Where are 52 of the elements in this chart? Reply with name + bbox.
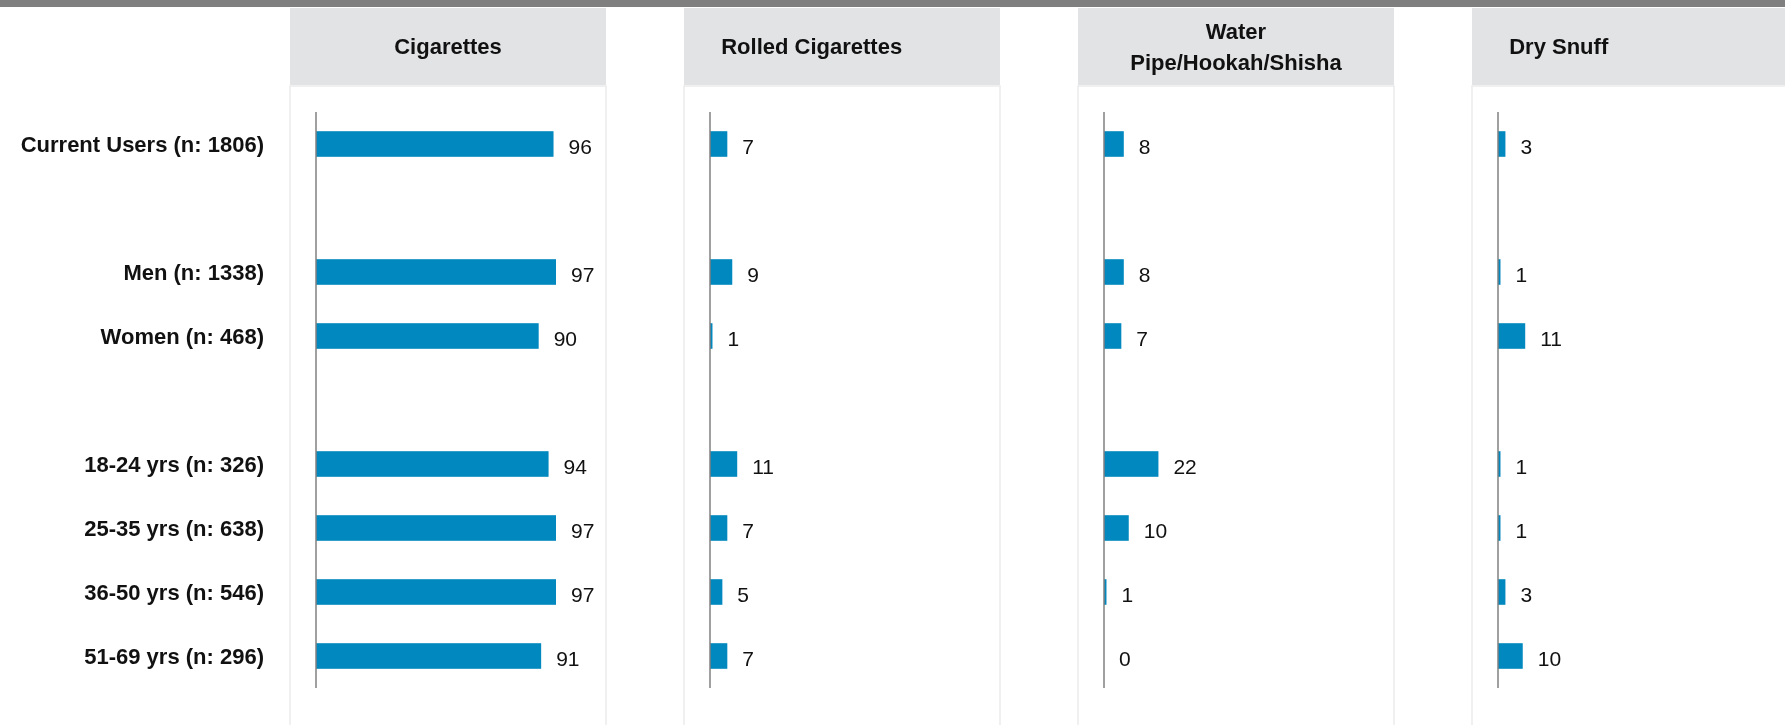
y-tick-label: 18-24 yrs (n: 326) xyxy=(84,451,264,477)
data-label: 1 xyxy=(1515,518,1528,542)
data-label: 94 xyxy=(563,454,588,478)
data-label: 3 xyxy=(1520,582,1533,606)
data-label: 91 xyxy=(556,646,580,670)
data-label: 7 xyxy=(742,518,755,542)
bar xyxy=(1104,451,1159,477)
data-label: 97 xyxy=(571,262,595,286)
y-tick-label: 25-35 yrs (n: 638) xyxy=(84,515,264,541)
data-label: 0 xyxy=(1119,646,1131,670)
bar xyxy=(1104,131,1124,157)
bar xyxy=(710,451,738,477)
y-tick-label: 36-50 yrs (n: 546) xyxy=(84,579,264,605)
data-label: 7 xyxy=(742,646,755,670)
data-label: 1 xyxy=(1121,582,1134,606)
data-label: 10 xyxy=(1143,518,1168,542)
bar xyxy=(710,579,723,605)
y-tick-label: Women (n: 468) xyxy=(100,323,264,349)
y-tick-label: Men (n: 1338) xyxy=(123,259,264,285)
data-label: 96 xyxy=(568,134,592,158)
data-label: 7 xyxy=(1136,326,1149,350)
data-label: 7 xyxy=(742,134,755,158)
bar xyxy=(1104,323,1122,349)
text: Rolled Cigarettes xyxy=(721,34,903,59)
data-label: 1 xyxy=(1515,454,1528,478)
data-label: 1 xyxy=(727,326,740,350)
data-label: 97 xyxy=(571,582,595,606)
bar xyxy=(1104,515,1129,541)
y-tick-label: 51-69 yrs (n: 296) xyxy=(84,643,264,669)
data-label: 11 xyxy=(752,454,775,478)
y-tick-label: Current Users (n: 1806) xyxy=(20,131,264,157)
bar xyxy=(710,131,728,157)
bar xyxy=(1498,323,1526,349)
data-label: 97 xyxy=(571,518,595,542)
data-label: 10 xyxy=(1537,646,1562,670)
bar xyxy=(1104,259,1124,285)
data-label: 11 xyxy=(1540,326,1563,350)
data-label: 9 xyxy=(747,262,759,286)
bar xyxy=(710,515,728,541)
data-label: 8 xyxy=(1138,134,1151,158)
data-label: 90 xyxy=(553,326,578,350)
data-label: 3 xyxy=(1520,134,1533,158)
data-label: 1 xyxy=(1515,262,1528,286)
data-label: 5 xyxy=(737,582,750,606)
bar xyxy=(710,259,733,285)
data-label: 22 xyxy=(1173,454,1197,478)
bar xyxy=(710,643,728,669)
chart-title: Cigarettes xyxy=(394,34,502,59)
data-label: 8 xyxy=(1138,262,1151,286)
text: Water Pipe/Hookah/Shisha xyxy=(1130,18,1343,75)
bar xyxy=(1498,643,1523,669)
chart-title: Dry Snuff xyxy=(1509,34,1609,59)
